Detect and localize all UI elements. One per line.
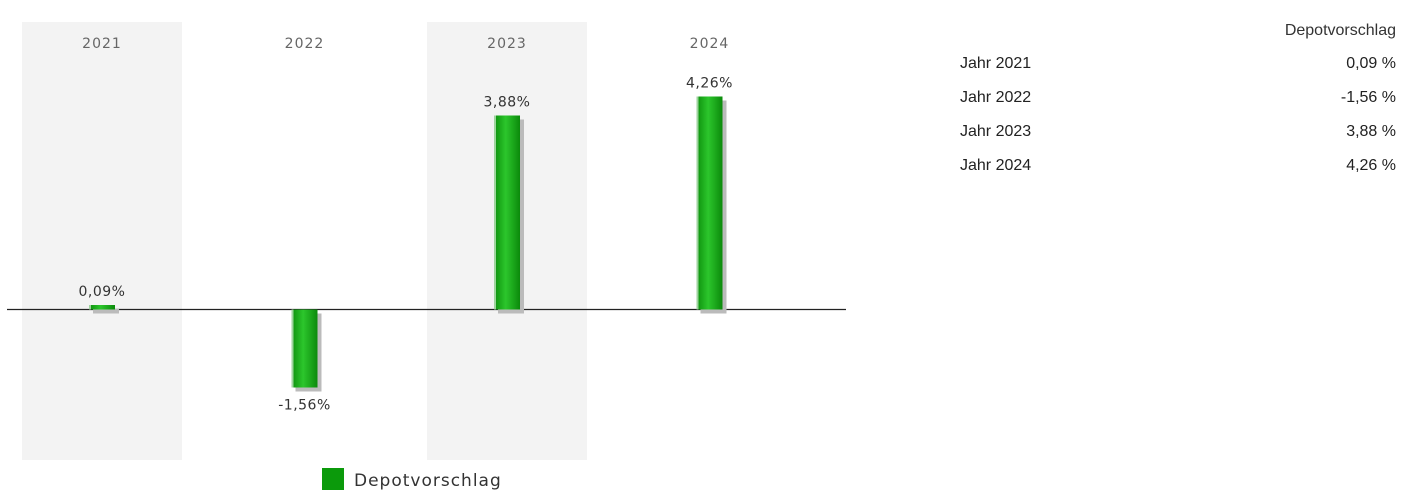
returns-bar-chart: 2021 2022 2023 2024 0,09% -1,56% 3,88% 4,26% D…	[7, 22, 846, 491]
bar-shadow	[93, 309, 119, 314]
category-band	[22, 22, 182, 460]
bar-edge	[89, 305, 91, 310]
row-value: -1,56 %	[1340, 89, 1396, 106]
legend-swatch	[322, 468, 344, 490]
legend-label: Depotvorschlag	[354, 471, 502, 491]
row-value: 4,26 %	[1346, 157, 1396, 174]
table-row: Jahr 2021 0,09 %	[960, 47, 1396, 81]
bar-edge	[696, 96, 699, 310]
x-tick-label: 2021	[82, 36, 122, 52]
data-label: 4,26%	[686, 76, 733, 92]
table-header-empty	[960, 0, 1130, 47]
bar-2022	[291, 309, 318, 388]
table-row: Jahr 2024 4,26 %	[960, 149, 1396, 183]
x-tick-label: 2023	[487, 36, 527, 52]
x-tick-label: 2022	[285, 36, 325, 52]
chart-legend: Depotvorschlag	[322, 468, 502, 491]
table-row: Jahr 2023 3,88 %	[960, 115, 1396, 149]
bar-2021	[89, 305, 115, 310]
data-label: 3,88%	[484, 95, 531, 111]
table-header-depotvorschlag: Depotvorschlag	[1284, 22, 1396, 39]
row-label: Jahr 2022	[960, 89, 1032, 106]
bar-2024	[696, 96, 723, 310]
data-label: 0,09%	[79, 284, 126, 300]
row-value: 3,88 %	[1346, 123, 1396, 140]
bar-2023	[494, 115, 520, 310]
data-label: -1,56%	[278, 398, 331, 414]
table-header-row: Depotvorschlag	[960, 0, 1396, 47]
row-value: 0,09 %	[1346, 55, 1396, 72]
bar-edge	[494, 115, 496, 310]
returns-table: Depotvorschlag Jahr 2021 0,09 % Jahr 202…	[960, 0, 1396, 183]
x-tick-label: 2024	[690, 36, 730, 52]
row-label: Jahr 2024	[960, 157, 1032, 174]
bar-edge	[291, 309, 294, 388]
row-label: Jahr 2021	[960, 55, 1032, 72]
table-row: Jahr 2022 -1,56 %	[960, 81, 1396, 115]
row-label: Jahr 2023	[960, 123, 1032, 140]
